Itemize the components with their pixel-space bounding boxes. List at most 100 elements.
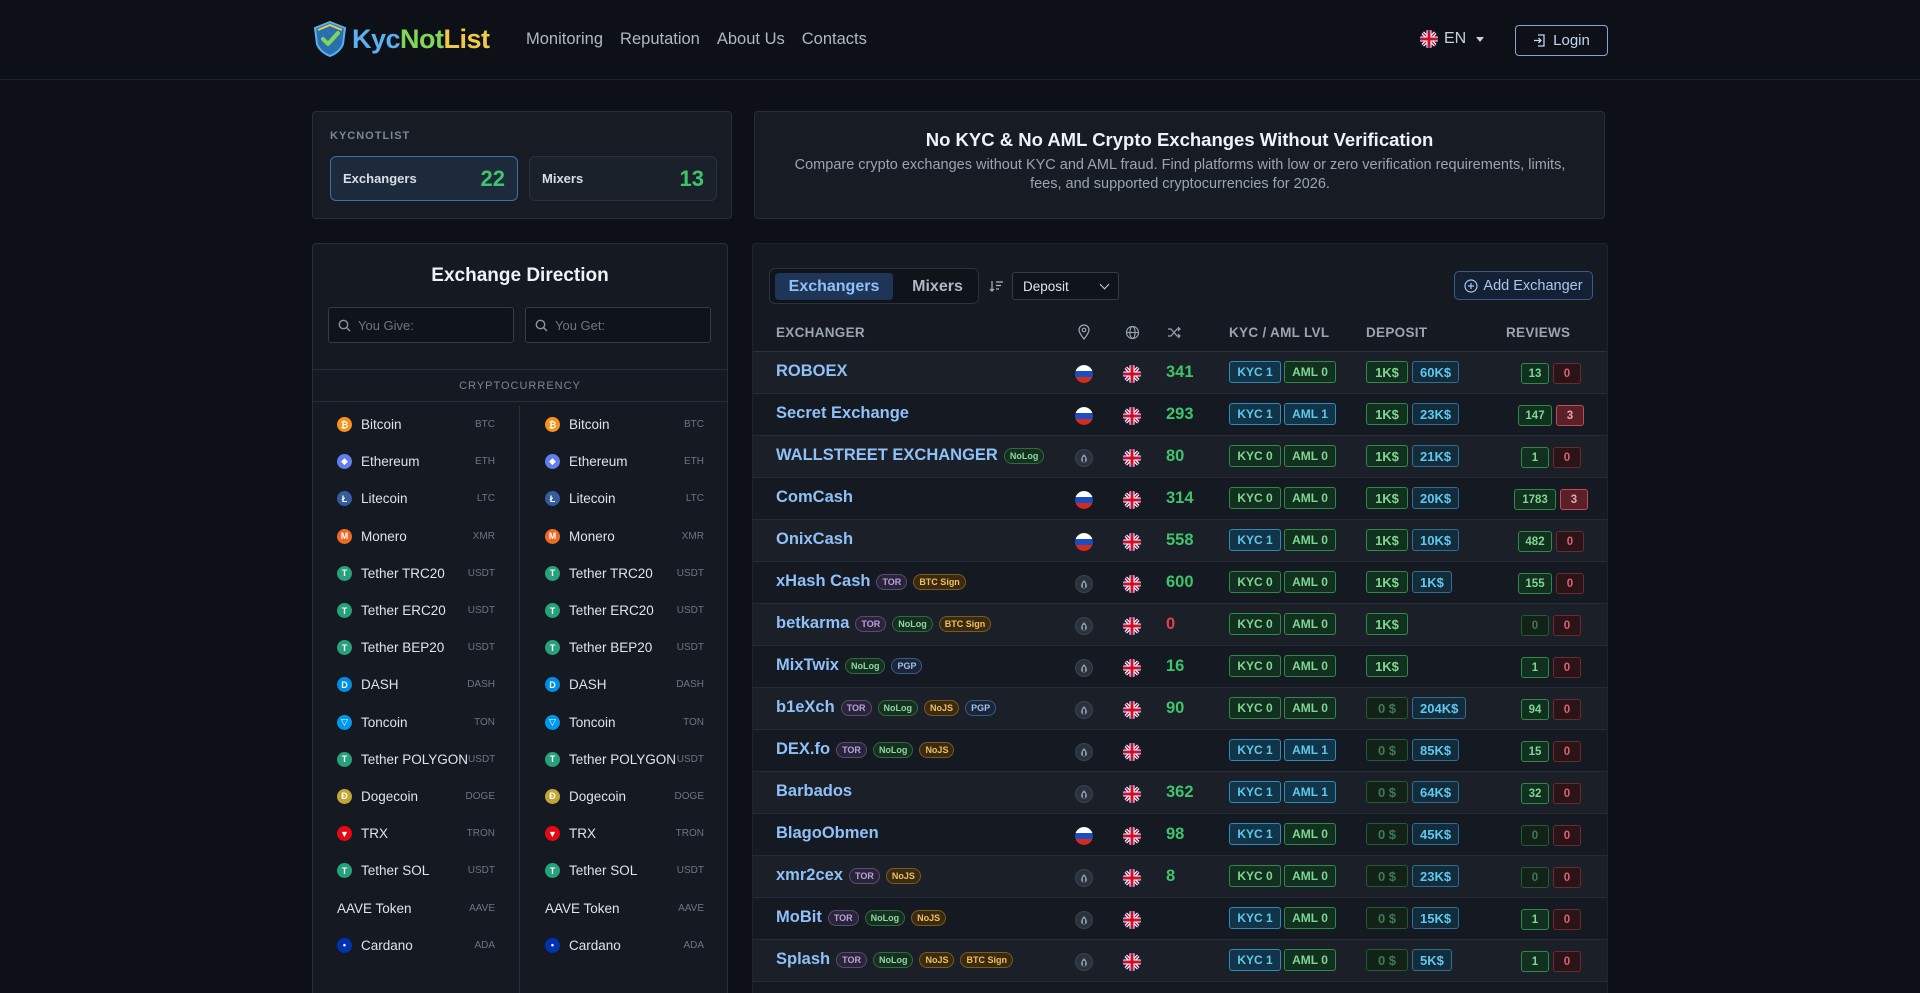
header-reviews[interactable]: REVIEWS bbox=[1506, 325, 1571, 340]
header-deposit[interactable]: DEPOSIT bbox=[1366, 325, 1428, 340]
negative-reviews[interactable]: 0 bbox=[1553, 699, 1581, 720]
table-row[interactable]: xmr2cex TOR NoJS 8 KYC 0 AML 0 0 $23K$ 0 0 bbox=[753, 856, 1607, 898]
sort-select[interactable]: Deposit bbox=[1012, 272, 1119, 300]
table-row[interactable]: betkarma TOR NoLog BTC Sign 0 KYC 0 AML 0 1K$ 0 0 bbox=[753, 604, 1607, 646]
exchanger-name[interactable]: ComCash bbox=[776, 488, 853, 507]
exchanger-name[interactable]: WALLSTREET EXCHANGER NoLog bbox=[776, 446, 1045, 465]
mixers-stat[interactable]: Mixers 13 bbox=[529, 156, 717, 201]
coin-item[interactable]: T Tether ERC20 USDT bbox=[521, 592, 727, 629]
positive-reviews[interactable]: 32 bbox=[1521, 783, 1549, 804]
negative-reviews[interactable]: 0 bbox=[1553, 741, 1581, 762]
positive-reviews[interactable]: 482 bbox=[1518, 531, 1552, 552]
positive-reviews[interactable]: 1 bbox=[1521, 951, 1549, 972]
coin-item[interactable]: ▼ TRX TRON bbox=[521, 815, 727, 852]
nav-monitoring[interactable]: Monitoring bbox=[526, 30, 604, 48]
negative-reviews[interactable]: 0 bbox=[1553, 447, 1581, 468]
nav-contacts[interactable]: Contacts bbox=[801, 30, 867, 48]
table-row[interactable]: Barbados 362 KYC 1 AML 1 0 $64K$ 32 0 bbox=[753, 772, 1607, 814]
coin-item[interactable]: T Tether SOL USDT bbox=[313, 852, 519, 889]
exchanger-name[interactable]: Splash TOR NoLog NoJS BTC Sign bbox=[776, 950, 1013, 969]
negative-reviews[interactable]: 0 bbox=[1553, 363, 1581, 384]
add-exchanger-button[interactable]: Add Exchanger bbox=[1454, 271, 1593, 300]
table-row[interactable]: ComCash 314 KYC 0 AML 0 1K$ 20K$ 1783 3 bbox=[753, 478, 1607, 520]
coin-item[interactable]: Ł Litecoin LTC bbox=[313, 480, 519, 517]
nav-about-us[interactable]: About Us bbox=[716, 30, 785, 48]
logo[interactable]: KycNotList bbox=[312, 20, 490, 58]
exchanger-name[interactable]: MoBit TOR NoLog NoJS bbox=[776, 908, 947, 927]
coin-item[interactable]: AAVE Token AAVE bbox=[521, 889, 727, 926]
positive-reviews[interactable]: 155 bbox=[1518, 573, 1552, 594]
positive-reviews[interactable]: 15 bbox=[1521, 741, 1549, 762]
coin-item[interactable]: T Tether TRC20 USDT bbox=[521, 555, 727, 592]
coin-item[interactable]: AAVE Token AAVE bbox=[313, 889, 519, 926]
positive-reviews[interactable]: 147 bbox=[1518, 405, 1552, 426]
coin-item[interactable]: D DASH DASH bbox=[313, 666, 519, 703]
coin-item[interactable]: T Tether BEP20 USDT bbox=[313, 629, 519, 666]
table-row[interactable]: MoBit TOR NoLog NoJS KYC 1 AML 0 0 $15K$ 1 0 bbox=[753, 898, 1607, 940]
coin-item[interactable]: D DASH DASH bbox=[521, 666, 727, 703]
table-row[interactable]: DEX.fo TOR NoLog NoJS KYC 1 AML 1 0 $85K$ 15 0 bbox=[753, 730, 1607, 772]
coin-item[interactable]: ◆ Ethereum ETH bbox=[521, 443, 727, 480]
table-row[interactable]: MixTwix NoLog PGP 16 KYC 0 AML 0 1K$ 1 0 bbox=[753, 646, 1607, 688]
exchanger-name[interactable]: Barbados bbox=[776, 782, 852, 801]
login-button[interactable]: Login bbox=[1515, 25, 1608, 56]
coin-item[interactable]: Ð Dogecoin DOGE bbox=[521, 778, 727, 815]
coin-item[interactable]: • Cardano ADA bbox=[521, 927, 727, 964]
negative-reviews[interactable]: 0 bbox=[1553, 867, 1581, 888]
exchanger-name[interactable]: betkarma TOR NoLog BTC Sign bbox=[776, 614, 992, 633]
positive-reviews[interactable]: 0 bbox=[1521, 615, 1549, 636]
table-row[interactable]: b1eXch TOR NoLog NoJS PGP 90 KYC 0 AML 0 0 $204K… bbox=[753, 688, 1607, 730]
coin-item[interactable]: T Tether POLYGON USDT bbox=[313, 741, 519, 778]
positive-reviews[interactable]: 13 bbox=[1521, 363, 1549, 384]
negative-reviews[interactable]: 3 bbox=[1560, 489, 1588, 510]
exchanger-name[interactable]: OnixCash bbox=[776, 530, 853, 549]
exchanger-name[interactable]: Secret Exchange bbox=[776, 404, 909, 423]
negative-reviews[interactable]: 0 bbox=[1553, 783, 1581, 804]
exchanger-name[interactable]: MixTwix NoLog PGP bbox=[776, 656, 923, 675]
coin-item[interactable]: ₿ Bitcoin BTC bbox=[521, 406, 727, 443]
negative-reviews[interactable]: 0 bbox=[1556, 531, 1584, 552]
coin-item[interactable]: Ł Litecoin LTC bbox=[521, 480, 727, 517]
table-row[interactable]: WALLSTREET EXCHANGER NoLog 80 KYC 0 AML 0 1K$… bbox=[753, 436, 1607, 478]
header-kyc-aml[interactable]: KYC / AML LVL bbox=[1229, 325, 1330, 340]
tab-mixers[interactable]: Mixers bbox=[912, 277, 963, 295]
exchanger-name[interactable]: b1eXch TOR NoLog NoJS PGP bbox=[776, 698, 997, 717]
exchanger-name[interactable]: BlagoObmen bbox=[776, 824, 879, 843]
negative-reviews[interactable]: 0 bbox=[1553, 615, 1581, 636]
sort-icon[interactable] bbox=[989, 280, 1004, 292]
coin-item[interactable]: T Tether TRC20 USDT bbox=[313, 555, 519, 592]
coin-item[interactable]: T Tether BEP20 USDT bbox=[521, 629, 727, 666]
coin-item[interactable]: ▽ Toncoin TON bbox=[313, 704, 519, 741]
positive-reviews[interactable]: 0 bbox=[1521, 825, 1549, 846]
table-row[interactable]: Secret Exchange 293 KYC 1 AML 1 1K$ 23K$ 147 3 bbox=[753, 394, 1607, 436]
exchanger-name[interactable]: ROBOEX bbox=[776, 362, 848, 381]
tab-exchangers[interactable]: Exchangers bbox=[775, 273, 893, 300]
coin-item[interactable]: M Monero XMR bbox=[521, 518, 727, 555]
header-exchanger[interactable]: EXCHANGER bbox=[776, 325, 865, 340]
nav-reputation[interactable]: Reputation bbox=[620, 30, 700, 48]
exchanger-name[interactable]: DEX.fo TOR NoLog NoJS bbox=[776, 740, 955, 759]
coin-item[interactable]: Ð Dogecoin DOGE bbox=[313, 778, 519, 815]
table-row[interactable]: OnixCash 558 KYC 1 AML 0 1K$ 10K$ 482 0 bbox=[753, 520, 1607, 562]
positive-reviews[interactable]: 1 bbox=[1521, 657, 1549, 678]
negative-reviews[interactable]: 0 bbox=[1553, 951, 1581, 972]
table-row[interactable]: Splash TOR NoLog NoJS BTC Sign KYC 1 AML 0 0 $5… bbox=[753, 940, 1607, 982]
positive-reviews[interactable]: 0 bbox=[1521, 867, 1549, 888]
negative-reviews[interactable]: 0 bbox=[1553, 825, 1581, 846]
language-selector[interactable]: EN bbox=[1420, 30, 1485, 48]
negative-reviews[interactable]: 0 bbox=[1556, 573, 1584, 594]
negative-reviews[interactable]: 3 bbox=[1556, 405, 1584, 426]
coin-item[interactable]: • Cardano ADA bbox=[313, 927, 519, 964]
positive-reviews[interactable]: 1 bbox=[1521, 447, 1549, 468]
you-get-input[interactable] bbox=[555, 317, 705, 333]
coin-item[interactable]: T Tether ERC20 USDT bbox=[313, 592, 519, 629]
positive-reviews[interactable]: 1 bbox=[1521, 909, 1549, 930]
coin-item[interactable]: T Tether POLYGON USDT bbox=[521, 741, 727, 778]
table-row[interactable]: ROBOEX 341 KYC 1 AML 0 1K$ 60K$ 13 0 bbox=[753, 352, 1607, 394]
coin-item[interactable]: ◆ Ethereum ETH bbox=[313, 443, 519, 480]
coin-item[interactable]: ₿ Bitcoin BTC bbox=[313, 406, 519, 443]
you-give-input[interactable] bbox=[358, 317, 508, 333]
negative-reviews[interactable]: 0 bbox=[1553, 909, 1581, 930]
exchangers-stat[interactable]: Exchangers 22 bbox=[330, 156, 518, 201]
positive-reviews[interactable]: 1783 bbox=[1514, 489, 1556, 510]
